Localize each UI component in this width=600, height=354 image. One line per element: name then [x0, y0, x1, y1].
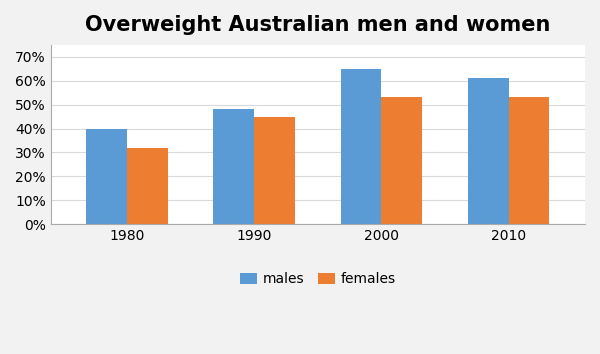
Legend: males, females: males, females — [235, 267, 401, 292]
Bar — [509, 97, 550, 224]
Bar — [468, 78, 509, 224]
Bar — [214, 109, 254, 224]
Bar — [382, 97, 422, 224]
Title: Overweight Australian men and women: Overweight Australian men and women — [85, 15, 550, 35]
Bar — [127, 148, 167, 224]
Bar — [341, 69, 382, 224]
Bar — [254, 116, 295, 224]
Bar — [86, 129, 127, 224]
